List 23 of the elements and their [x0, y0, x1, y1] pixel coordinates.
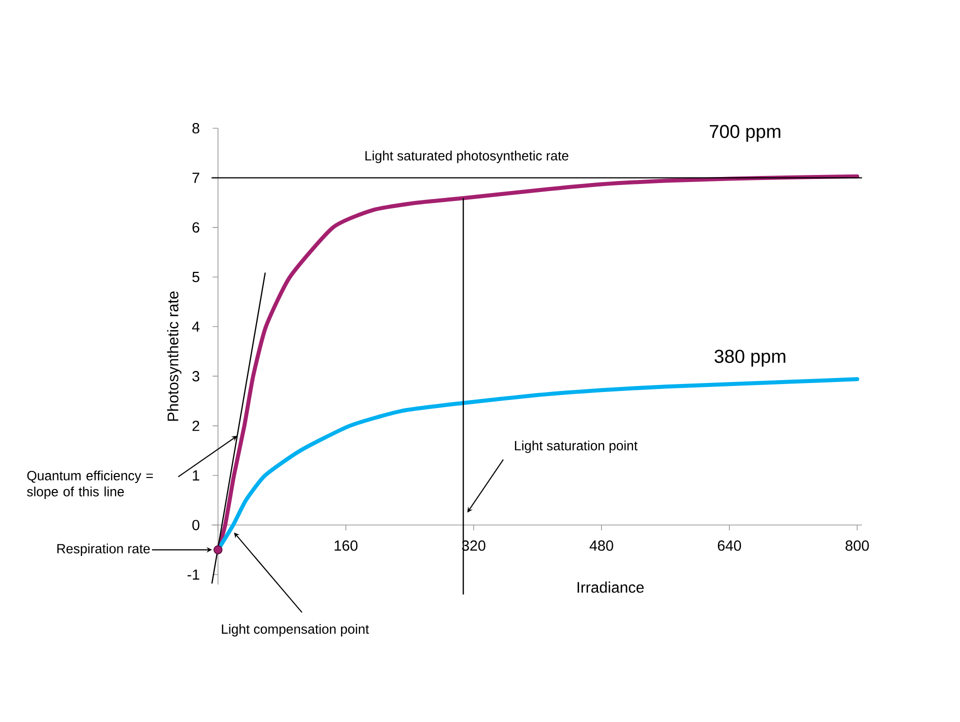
text: Respiration rate — [57, 544, 150, 556]
y-tick-label: 1 — [192, 470, 200, 480]
ref-line-label: Light saturated photosynthetic rate — [365, 150, 568, 164]
y-tick-label: 8 — [192, 123, 200, 134]
y-tick-label: -1 — [188, 570, 200, 580]
text: Quantum efficiency = slope of this line — [27, 470, 153, 499]
x-tick-label: 480 — [590, 540, 614, 551]
y-tick-label: 4 — [192, 322, 200, 332]
x-axis-title: Irradiance — [578, 582, 644, 593]
y-tick-label: 0 — [192, 520, 200, 530]
y-tick-label: 5 — [192, 272, 200, 282]
y-tick-label: 3 — [192, 371, 200, 382]
series-label: 700 ppm — [710, 124, 780, 142]
x-tick-label: 800 — [846, 540, 869, 551]
y-tick-label: 2 — [192, 420, 200, 431]
y-tick-label: 7 — [192, 172, 200, 183]
x-tick-label: 160 — [334, 540, 358, 551]
annotation: Light saturation point — [514, 440, 638, 453]
y-axis-title: Photosynthetic rate — [167, 291, 182, 421]
y-tick-label: 6 — [192, 222, 200, 233]
annotation: Light compensation point — [222, 624, 369, 636]
x-tick-label: 640 — [718, 540, 742, 551]
series-label: 380 ppm — [714, 350, 786, 367]
